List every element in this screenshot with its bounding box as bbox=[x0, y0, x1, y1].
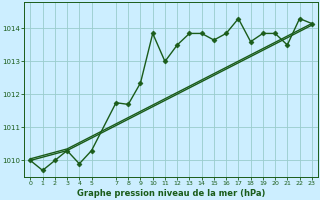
X-axis label: Graphe pression niveau de la mer (hPa): Graphe pression niveau de la mer (hPa) bbox=[77, 189, 265, 198]
